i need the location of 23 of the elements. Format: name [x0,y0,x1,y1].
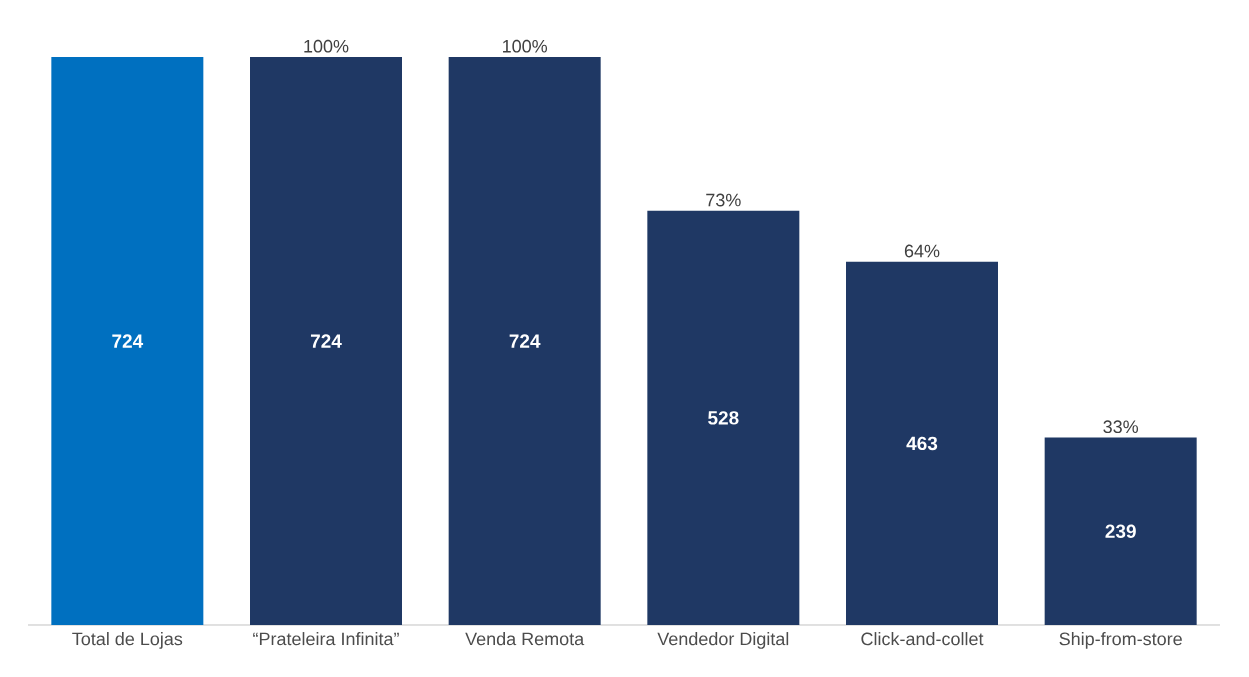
data-label: 239 [1105,524,1136,538]
x-tick-label: Venda Remota [465,632,585,646]
annotation: 100% [503,39,548,53]
annotation: 64% [904,244,940,258]
annotation: 33% [1103,420,1139,434]
data-label: 463 [906,436,938,451]
bar [51,57,204,625]
bar [448,57,601,625]
bar [846,261,998,625]
x-tick-label: Vendedor Digital [657,632,789,649]
bar [250,57,402,625]
bar [1044,437,1197,625]
data-label: 528 [708,411,739,425]
x-tick-label: Click-and-collet [861,632,984,646]
data-label: 724 [112,334,144,348]
data-label: 724 [310,334,342,348]
x-tick-label: Total de Lojas [72,632,183,649]
bar [647,210,800,625]
data-label: 724 [509,334,541,348]
x-tick-label: Ship-from-store [1059,632,1182,649]
annotation: 100% [304,39,349,53]
annotation: 73% [706,193,741,207]
x-tick-label: “Prateleira Infinita” [253,632,399,646]
